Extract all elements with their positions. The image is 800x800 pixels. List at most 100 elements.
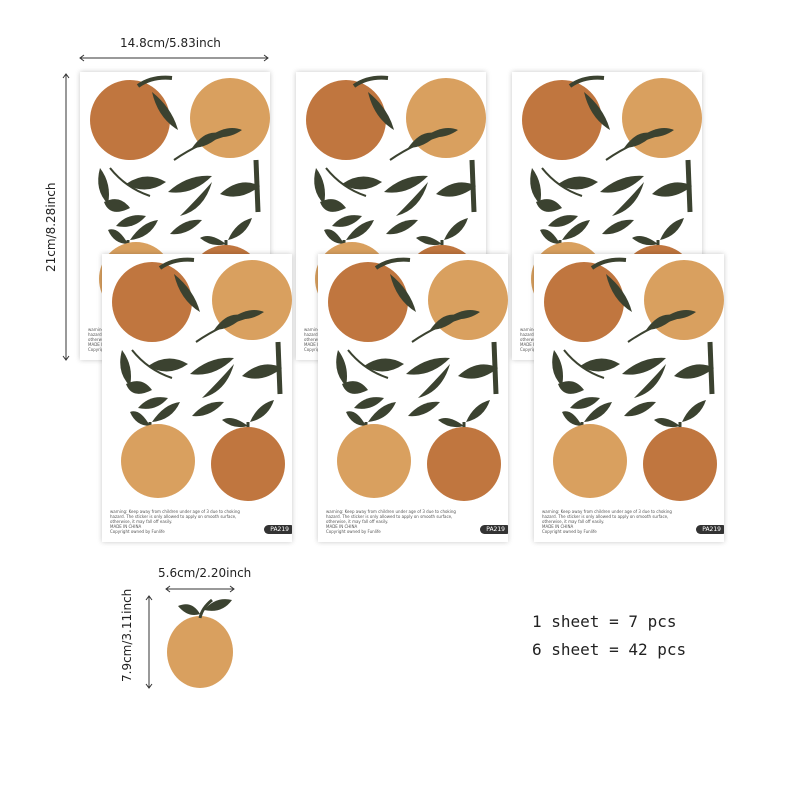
stem: [136, 75, 173, 88]
leaf: [320, 199, 346, 212]
sheet-width-arrow: [79, 54, 269, 62]
orange-shape: [522, 80, 602, 160]
leaf: [210, 128, 242, 138]
leaf: [204, 599, 232, 611]
leaf: [600, 175, 644, 193]
leaf: [664, 310, 696, 320]
leaf: [228, 218, 252, 240]
leaf: [584, 402, 612, 422]
leaf: [336, 350, 347, 386]
product-code-badge: PA219: [480, 525, 508, 534]
leaf: [120, 350, 131, 386]
leaf: [354, 397, 384, 409]
copyright-text: Copyright owned by Funlife: [326, 529, 381, 534]
stem: [198, 598, 213, 619]
leaf: [622, 357, 666, 375]
leaf: [584, 92, 610, 130]
piece-width-label: 5.6cm/2.20inch: [158, 566, 252, 580]
leaf: [232, 310, 264, 320]
leaf: [148, 358, 188, 372]
leaf: [130, 220, 158, 240]
sheet-height-arrow: [62, 73, 70, 361]
leaf: [530, 168, 541, 204]
leaf: [324, 229, 344, 244]
warning-text: warning: Keep away from children under a…: [542, 509, 672, 524]
leaf: [540, 229, 560, 244]
leaf: [222, 418, 248, 428]
sticker-sheet: warning: Keep away from children under a…: [102, 254, 292, 542]
leaf: [364, 358, 404, 372]
leaf: [682, 400, 706, 422]
leaf: [426, 128, 458, 138]
leaf: [416, 236, 442, 246]
leaf: [368, 402, 396, 422]
leaf: [192, 401, 224, 417]
leaf: [342, 381, 368, 394]
leaf: [346, 411, 366, 426]
sticker-sheet: warning: Keep away from children under a…: [534, 254, 724, 542]
stem: [590, 257, 627, 270]
leaf: [562, 220, 590, 240]
made-in-text: MADE IN CHINA: [110, 524, 142, 529]
leaf: [200, 236, 226, 246]
leaf: [466, 400, 490, 422]
leaf: [436, 182, 476, 197]
leaf: [674, 364, 714, 379]
made-in-text: MADE IN CHINA: [326, 524, 358, 529]
orange-shape: [328, 262, 408, 342]
leaf: [152, 402, 180, 422]
leaf: [130, 411, 150, 426]
orange-shape: [643, 427, 717, 501]
leaf: [654, 418, 680, 428]
leaf: [314, 168, 325, 204]
leaf: [250, 400, 274, 422]
quantity-line-2: 6 sheet = 42 pcs: [532, 640, 687, 659]
leaf: [342, 176, 382, 190]
leaf: [242, 364, 282, 379]
leaf: [174, 274, 200, 312]
orange-shape: [427, 427, 501, 501]
leaf: [170, 219, 202, 235]
leaf: [108, 229, 128, 244]
piece-height-arrow: [145, 595, 153, 689]
leaf: [126, 381, 152, 394]
leaf: [632, 236, 658, 246]
leaf: [332, 215, 362, 227]
leaf: [408, 401, 440, 417]
sheet-height-label: 21cm/8.28inch: [44, 182, 58, 272]
orange-shape: [211, 427, 285, 501]
leaf: [152, 92, 178, 130]
orange-shape: [544, 262, 624, 342]
leaf: [562, 411, 582, 426]
leaf: [448, 310, 480, 320]
product-code-badge: PA219: [264, 525, 292, 534]
leaf: [178, 604, 200, 615]
orange-shape: [306, 80, 386, 160]
single-orange-sticker: [167, 598, 233, 688]
leaf: [558, 381, 584, 394]
leaf: [138, 397, 168, 409]
leaf: [552, 350, 563, 386]
copyright-text: Copyright owned by Funlife: [542, 529, 597, 534]
leaf: [220, 182, 260, 197]
leaf: [104, 199, 130, 212]
leaf: [168, 175, 212, 193]
leaf: [116, 215, 146, 227]
stem: [158, 257, 195, 270]
sheet-width-label: 14.8cm/5.83inch: [120, 36, 221, 50]
leaf: [390, 274, 416, 312]
leaf: [406, 357, 450, 375]
leaf: [624, 401, 656, 417]
made-in-text: MADE IN CHINA: [542, 524, 574, 529]
leaf: [580, 358, 620, 372]
stem: [352, 75, 389, 88]
leaf: [190, 357, 234, 375]
leaf: [606, 274, 632, 312]
orange-shape: [553, 424, 627, 498]
leaf: [98, 168, 109, 204]
product-code-badge: PA219: [696, 525, 724, 534]
leaf: [570, 397, 600, 409]
sheet-footer: warning: Keep away from children under a…: [110, 509, 292, 534]
leaf: [660, 218, 684, 240]
leaf: [536, 199, 562, 212]
